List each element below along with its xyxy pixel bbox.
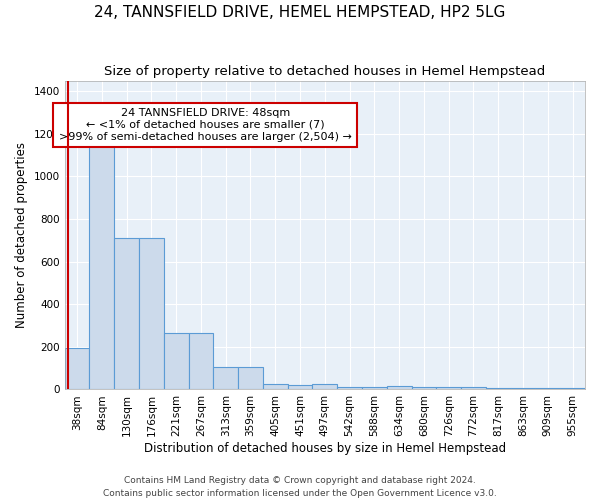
- Text: 24, TANNSFIELD DRIVE, HEMEL HEMPSTEAD, HP2 5LG: 24, TANNSFIELD DRIVE, HEMEL HEMPSTEAD, H…: [94, 5, 506, 20]
- Bar: [287, 385, 313, 390]
- Bar: [337, 387, 362, 390]
- Bar: [139, 238, 164, 390]
- Bar: [89, 144, 114, 390]
- Bar: [188, 333, 214, 390]
- Bar: [511, 388, 535, 390]
- Bar: [486, 388, 511, 390]
- Bar: [412, 387, 436, 390]
- Bar: [560, 388, 585, 390]
- Bar: [65, 348, 89, 390]
- Bar: [461, 387, 486, 390]
- Y-axis label: Number of detached properties: Number of detached properties: [15, 142, 28, 328]
- Bar: [214, 367, 238, 390]
- Bar: [362, 387, 387, 390]
- Bar: [164, 333, 188, 390]
- Bar: [313, 384, 337, 390]
- Bar: [238, 367, 263, 390]
- Bar: [535, 388, 560, 390]
- Bar: [263, 384, 287, 390]
- Bar: [436, 387, 461, 390]
- X-axis label: Distribution of detached houses by size in Hemel Hempstead: Distribution of detached houses by size …: [144, 442, 506, 455]
- Bar: [387, 386, 412, 390]
- Text: 24 TANNSFIELD DRIVE: 48sqm
← <1% of detached houses are smaller (7)
>99% of semi: 24 TANNSFIELD DRIVE: 48sqm ← <1% of deta…: [59, 108, 352, 142]
- Text: Contains HM Land Registry data © Crown copyright and database right 2024.
Contai: Contains HM Land Registry data © Crown c…: [103, 476, 497, 498]
- Title: Size of property relative to detached houses in Hemel Hempstead: Size of property relative to detached ho…: [104, 65, 545, 78]
- Bar: [114, 238, 139, 390]
